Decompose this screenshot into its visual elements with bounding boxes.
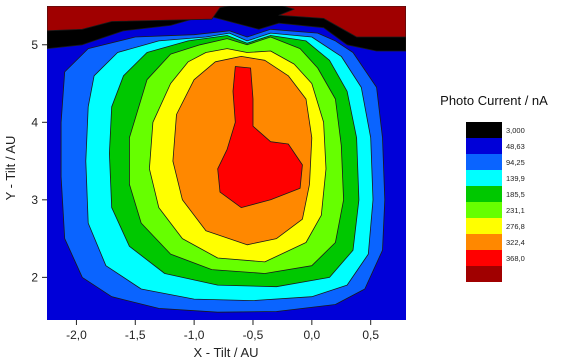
legend-title: Photo Current / nA [440,93,548,108]
legend-swatch-6 [466,218,502,234]
legend-swatch-3 [466,170,502,186]
x-tick-label-3: -0,5 [243,328,264,342]
y-axis: 2 3 4 5 [31,38,47,284]
legend-label-1: 48,63 [506,142,525,151]
x-axis: -2,0 -1,5 -1,0 -0,5 0,0 0,5 [66,320,379,342]
legend-label-3: 139,9 [506,174,525,183]
legend-swatch-0 [466,122,502,138]
x-tick-label-0: -2,0 [66,328,87,342]
legend-label-5: 231,1 [506,206,525,215]
legend-swatch-7 [466,234,502,250]
legend-label-2: 94,25 [506,158,525,167]
legend-swatch-9 [466,266,502,282]
legend-label-7: 322,4 [506,238,525,247]
legend-label-6: 276,8 [506,222,525,231]
legend-swatch-1 [466,138,502,154]
contour-region-10 [278,6,406,38]
y-tick-label-1: 3 [31,193,38,207]
legend-swatch-8 [466,250,502,266]
y-tick-label-3: 5 [31,38,38,52]
x-tick-label-5: 0,5 [362,328,379,342]
legend-label-0: 3,000 [506,126,525,135]
x-tick-label-1: -1,5 [125,328,146,342]
y-tick-label-0: 2 [31,270,38,284]
color-legend: 3,000 48,63 94,25 139,9 185,5 231,1 276,8 322,4… [466,122,525,282]
legend-swatch-5 [466,202,502,218]
legend-label-4: 185,5 [506,190,525,199]
contour-region-7 [217,66,303,209]
x-tick-label-2: -1,0 [184,328,205,342]
legend-swatch-2 [466,154,502,170]
contour-region-9 [47,6,230,32]
x-tick-label-4: 0,0 [303,328,320,342]
y-axis-label: Y - Tilt / AU [3,136,18,201]
y-tick-label-2: 4 [31,115,38,129]
plot-area [47,6,406,320]
legend-label-8: 368,0 [506,254,525,263]
x-axis-label: X - Tilt / AU [193,345,258,360]
legend-swatch-4 [466,186,502,202]
